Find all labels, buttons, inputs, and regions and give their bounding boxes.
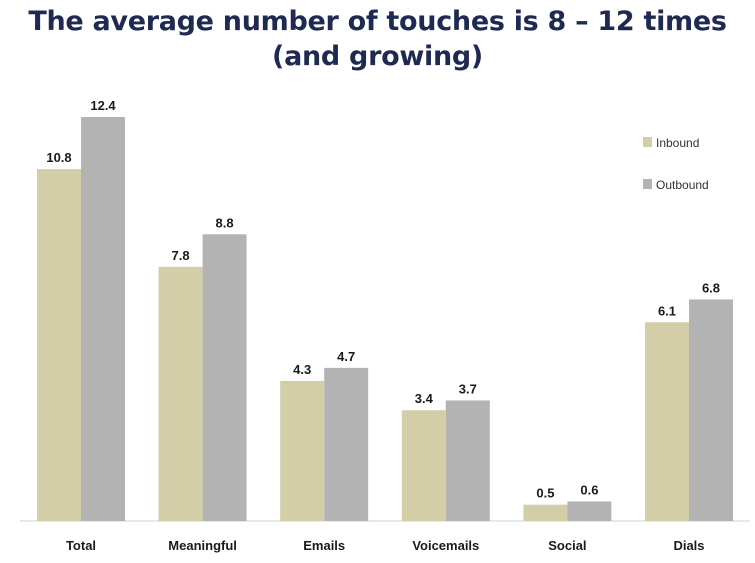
category-label-social: Social: [548, 538, 586, 553]
category-label-voicemails: Voicemails: [412, 538, 479, 553]
bars-layer: [37, 117, 733, 521]
bar-outbound-total: [81, 117, 125, 521]
category-labels-layer: Total Meaningful Emails Voicemails Social Dia…: [66, 538, 705, 553]
bar-inbound-emails: [280, 380, 325, 521]
chart-title-line-1: The average number of touches is 8 – 12 …: [28, 6, 727, 37]
chart-title: The average number of touches is 8 – 12 …: [0, 4, 755, 74]
legend-swatch-outbound: [643, 179, 652, 189]
bar-outbound-voicemails: [445, 400, 490, 521]
bar-inbound-social: [523, 504, 568, 521]
bar-outbound-meaningful: [202, 234, 247, 521]
legend-swatch-inbound: [643, 137, 652, 147]
bar-inbound-total: [37, 169, 81, 521]
bar-inbound-meaningful: [158, 266, 203, 521]
bar-inbound-voicemails: [401, 410, 446, 521]
data-labels-layer: 10.8 12.4 7.8 8.8 4.3 4.7 3.4 3.7 0.5 0.6 6.1 6.8: [46, 98, 720, 501]
chart-title-line-2: (and growing): [272, 41, 483, 72]
data-label-inbound-meaningful: 7.8: [172, 248, 190, 263]
data-label-inbound-emails: 4.3: [293, 362, 311, 377]
bar-inbound-dials: [645, 322, 689, 521]
data-label-inbound-social: 0.5: [536, 486, 554, 501]
data-label-inbound-dials: 6.1: [658, 303, 676, 318]
data-label-outbound-total: 12.4: [90, 98, 116, 113]
bar-outbound-dials: [689, 299, 733, 521]
category-label-emails: Emails: [303, 538, 345, 553]
legend-label-outbound: Outbound: [656, 178, 709, 192]
data-label-inbound-total: 10.8: [46, 150, 71, 165]
data-label-outbound-social: 0.6: [580, 482, 598, 497]
legend: Inbound Outbound: [643, 136, 709, 192]
bar-outbound-social: [567, 501, 612, 521]
bar-outbound-emails: [324, 367, 369, 521]
data-label-inbound-voicemails: 3.4: [415, 391, 434, 406]
data-label-outbound-voicemails: 3.7: [459, 381, 477, 396]
data-label-outbound-emails: 4.7: [337, 349, 355, 364]
category-label-total: Total: [66, 538, 96, 553]
data-label-outbound-meaningful: 8.8: [216, 215, 234, 230]
data-label-outbound-dials: 6.8: [702, 280, 720, 295]
legend-label-inbound: Inbound: [656, 136, 699, 150]
category-label-dials: Dials: [673, 538, 704, 553]
category-label-meaningful: Meaningful: [168, 538, 237, 553]
